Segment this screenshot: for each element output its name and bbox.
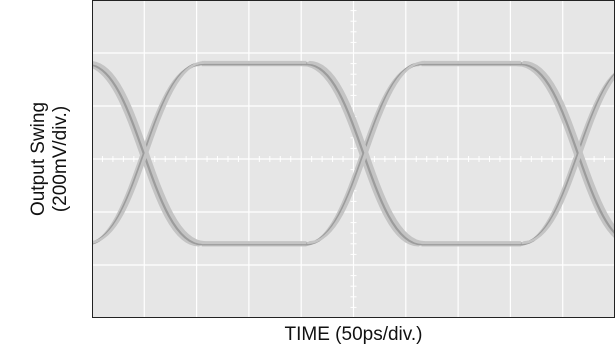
- eye-trace-rising-edge: [522, 75, 615, 244]
- x-axis-label: TIME (50ps/div.): [284, 324, 423, 345]
- y-axis-label-line-1: Output Swing: [28, 101, 49, 217]
- eye-trace-rising-edge: [308, 60, 426, 244]
- eye-diagram-plot: [92, 0, 615, 318]
- eye-trace-rising-edge: [92, 60, 207, 243]
- y-axis-label-line-2: (200mV/div.): [50, 105, 71, 213]
- oscilloscope-screen: [92, 0, 615, 318]
- eye-traces: [92, 60, 615, 247]
